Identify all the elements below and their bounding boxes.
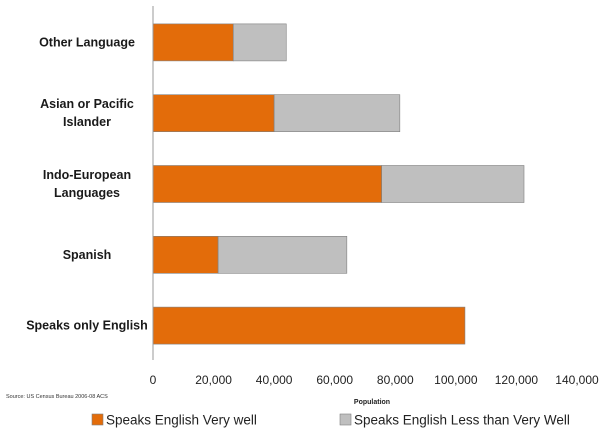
bar-very-well-2 xyxy=(152,165,382,203)
x-tick-label-1: 20,000 xyxy=(195,373,232,387)
legend-swatch-1 xyxy=(339,413,352,426)
x-tick-labels: 0 20,000 40,000 60,000 80,000 100,000 120,000 1… xyxy=(150,373,599,387)
bar-less-than-very-well-3 xyxy=(217,236,348,274)
bar-very-well-1 xyxy=(152,94,275,132)
legend-label-0: Speaks English Very well xyxy=(106,413,257,428)
bars-layer xyxy=(152,23,525,345)
bar-less-than-very-well-0 xyxy=(232,23,287,62)
legend-label-1: Speaks English Less than Very Well xyxy=(354,413,570,428)
bar-very-well-3 xyxy=(152,236,219,274)
x-tick-label-0: 0 xyxy=(150,373,157,387)
x-tick-label-4: 80,000 xyxy=(377,373,414,387)
x-tick-label-5: 100,000 xyxy=(434,373,478,387)
x-tick-label-7: 140,000 xyxy=(555,373,599,387)
category-label-0-0: Other Language xyxy=(39,35,135,49)
x-tick-label-2: 40,000 xyxy=(256,373,293,387)
legend-swatch-0 xyxy=(91,413,104,426)
bar-less-than-very-well-2 xyxy=(381,165,525,203)
category-label-3-0: Spanish xyxy=(63,248,112,262)
legend: Speaks English Very well Speaks English L… xyxy=(91,413,570,428)
category-label-4-0: Speaks only English xyxy=(26,319,148,333)
x-tick-label-3: 60,000 xyxy=(316,373,353,387)
bar-very-well-4 xyxy=(152,306,466,345)
category-label-2-0: Indo-European xyxy=(43,168,131,182)
x-tick-label-6: 120,000 xyxy=(495,373,539,387)
category-labels: Other Language Asian or Pacific Islander In… xyxy=(26,35,148,332)
bar-less-than-very-well-1 xyxy=(273,94,401,132)
category-label-1-0: Asian or Pacific xyxy=(40,97,134,111)
source-note: Source: US Census Bureau 2006-08 ACS xyxy=(6,394,108,400)
category-label-1-1: Islander xyxy=(63,115,111,129)
x-axis-title: Population xyxy=(354,399,390,406)
bar-very-well-0 xyxy=(152,23,234,62)
category-label-2-1: Languages xyxy=(54,186,120,200)
